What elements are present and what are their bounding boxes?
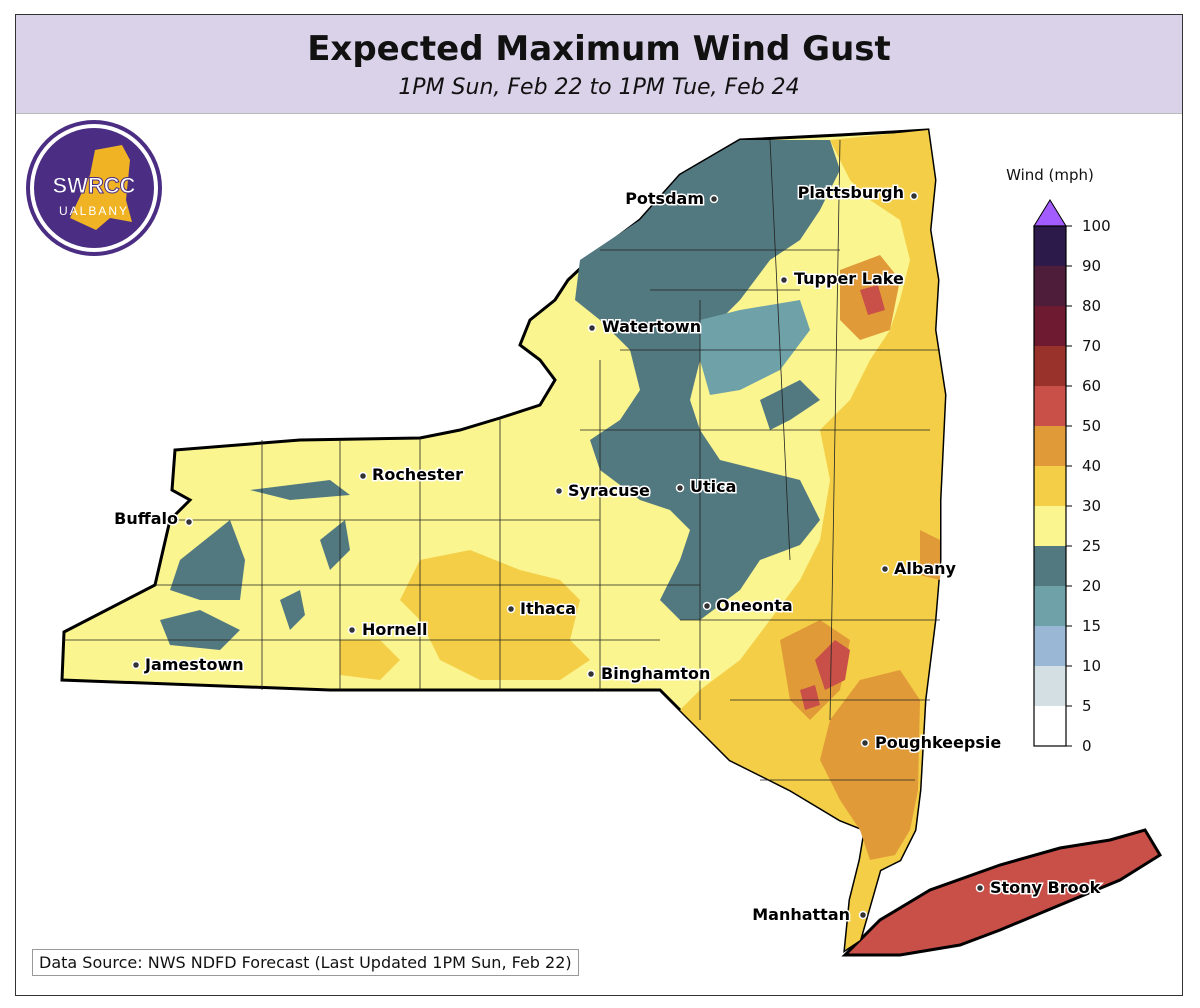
- colorbar-tick-label: 70: [1082, 337, 1101, 355]
- logo-main-text: SWRCC: [52, 173, 135, 198]
- city-stony-brook: Stony Brook: [975, 877, 1102, 899]
- city-tupper-lake: Tupper Lake: [779, 268, 905, 290]
- city-binghamton: Binghamton: [586, 663, 712, 685]
- colorbar-outline: [1033, 225, 1067, 747]
- city-label: Hornell: [362, 620, 427, 639]
- city-oneonta: Oneonta: [702, 595, 794, 617]
- city-plattsburgh: Plattsburgh: [796, 182, 919, 204]
- city-label: Albany: [894, 559, 957, 578]
- colorbar-tick-label: 20: [1082, 577, 1101, 595]
- colorbar-segment: [1034, 626, 1066, 666]
- logo-sub-text: UALBANY: [59, 204, 129, 218]
- colorbar-tick-label: 100: [1082, 217, 1111, 235]
- colorbar-segment: [1034, 666, 1066, 706]
- city-markers: Potsdam Plattsburgh Tupper Lake Watertow…: [113, 182, 1102, 926]
- city-label: Stony Brook: [990, 878, 1101, 897]
- city-syracuse: Syracuse: [554, 480, 652, 502]
- colorbar-tick-label: 10: [1082, 657, 1101, 675]
- wind-zone-50-60: [800, 285, 885, 710]
- title-banner: Expected Maximum Wind Gust 1PM Sun, Feb …: [16, 15, 1182, 114]
- colorbar-segment: [1034, 506, 1066, 546]
- colorbar-tick-label: 80: [1082, 297, 1101, 315]
- colorbar-ticks: 0 5 10 15 20 25 30 40 50 60 70 80 90 100: [1066, 217, 1111, 755]
- colorbar-tick-label: 40: [1082, 457, 1101, 475]
- city-label: Binghamton: [601, 664, 710, 683]
- city-label: Tupper Lake: [794, 269, 904, 288]
- colorbar-tick-label: 25: [1082, 537, 1101, 555]
- data-source-note: Data Source: NWS NDFD Forecast (Last Upd…: [32, 949, 579, 976]
- colorbar-segment: [1034, 266, 1066, 306]
- city-label: Rochester: [372, 465, 463, 484]
- city-poughkeepsie: Poughkeepsie: [860, 732, 1003, 754]
- colorbar-tick-label: 5: [1082, 697, 1092, 715]
- city-hornell: Hornell: [347, 619, 429, 641]
- city-jamestown: Jamestown: [131, 654, 245, 676]
- city-label: Plattsburgh: [798, 183, 904, 202]
- city-ithaca: Ithaca: [506, 598, 578, 620]
- colorbar-extend-arrow: [1033, 199, 1067, 227]
- colorbar-tick-label: 30: [1082, 497, 1101, 515]
- city-label: Manhattan: [752, 905, 850, 924]
- city-label: Ithaca: [520, 599, 576, 618]
- colorbar-legend: Wind (mph) 0 5 10 15 20 25 30 40 50 60 70 80 90 100: [1006, 166, 1111, 755]
- city-label: Syracuse: [568, 481, 650, 500]
- city-watertown: Watertown: [587, 316, 703, 338]
- city-label: Jamestown: [144, 655, 244, 674]
- colorbar-segments: [1034, 226, 1066, 746]
- county-borders: [62, 139, 940, 781]
- city-label: Potsdam: [625, 189, 704, 208]
- colorbar-segment: [1034, 546, 1066, 586]
- city-label: Watertown: [602, 317, 701, 336]
- city-label: Buffalo: [114, 509, 178, 528]
- colorbar-tick-label: 50: [1082, 417, 1101, 435]
- colorbar-segment: [1034, 226, 1066, 266]
- city-label: Oneonta: [716, 596, 793, 615]
- map-subtitle: 1PM Sun, Feb 22 to 1PM Tue, Feb 24: [398, 75, 800, 100]
- colorbar-tick-label: 0: [1082, 737, 1092, 755]
- swrcc-logo: SWRCC UALBANY: [26, 120, 162, 256]
- city-buffalo: Buffalo: [113, 508, 194, 530]
- colorbar-segment: [1034, 386, 1066, 426]
- map-title: Expected Maximum Wind Gust: [307, 29, 891, 69]
- colorbar-segment: [1034, 706, 1066, 746]
- colorbar-segment: [1034, 306, 1066, 346]
- city-label: Utica: [690, 477, 736, 496]
- colorbar-segment: [1034, 426, 1066, 466]
- colorbar-tick-label: 60: [1082, 377, 1101, 395]
- colorbar-segment: [1034, 586, 1066, 626]
- city-label: Poughkeepsie: [875, 733, 1001, 752]
- colorbar-segment: [1034, 346, 1066, 386]
- colorbar-segment: [1034, 466, 1066, 506]
- city-albany: Albany: [880, 558, 958, 580]
- colorbar-title: Wind (mph): [1006, 166, 1094, 184]
- colorbar-tick-label: 90: [1082, 257, 1101, 275]
- city-manhattan: Manhattan: [751, 904, 868, 926]
- city-potsdam: Potsdam: [624, 188, 719, 210]
- city-rochester: Rochester: [358, 464, 465, 486]
- city-utica: Utica: [675, 476, 738, 498]
- wind-zone-15-20: [700, 300, 810, 395]
- colorbar-tick-label: 15: [1082, 617, 1101, 635]
